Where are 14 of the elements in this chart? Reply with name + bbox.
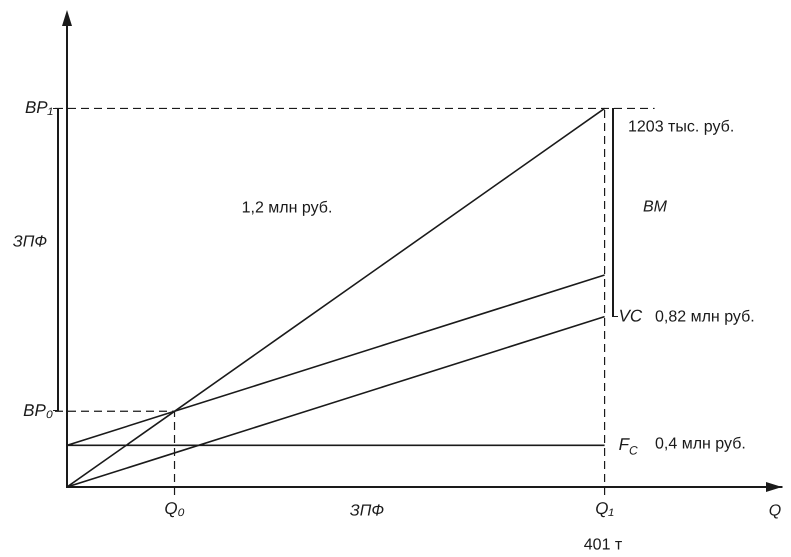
ref-line-label: BP₁ [24, 98, 54, 118]
annotation: 1203 тыс. руб. [628, 118, 734, 136]
text: 0,4 млн руб. [655, 435, 746, 452]
text: ЗПФ [12, 233, 48, 250]
x-tick-label: Q₁ [595, 498, 614, 518]
text: 401 т [584, 536, 623, 554]
text: 0,82 млн руб. [655, 308, 755, 326]
annotation: BM [643, 198, 668, 216]
annotation: 1,2 млн руб. [242, 199, 332, 216]
text: ЗПФ [350, 502, 384, 520]
ref-line-label: BP₀ [23, 401, 53, 420]
x-tick-label: Q₀ [164, 498, 185, 518]
text: Q [768, 502, 782, 520]
series-label: VC [618, 306, 643, 326]
